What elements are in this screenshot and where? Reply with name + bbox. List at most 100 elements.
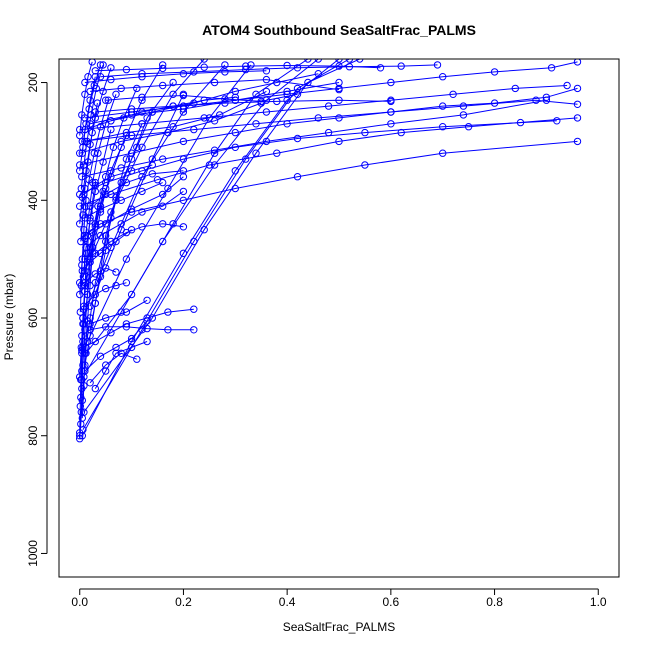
data-point xyxy=(96,202,105,210)
data-point xyxy=(76,131,84,140)
data-point xyxy=(117,143,125,152)
plot-frame xyxy=(58,58,620,578)
data-point xyxy=(76,308,85,316)
data-point xyxy=(122,323,131,331)
data-point xyxy=(283,87,291,96)
data-point xyxy=(76,279,84,287)
data-point xyxy=(117,349,125,357)
data-point xyxy=(112,268,120,276)
data-point xyxy=(91,384,100,393)
data-point xyxy=(99,158,107,166)
series-line-35 xyxy=(84,140,578,236)
data-point xyxy=(93,99,102,107)
data-point xyxy=(138,70,146,78)
data-point xyxy=(79,426,87,434)
data-point xyxy=(231,96,240,104)
data-point xyxy=(96,123,105,131)
data-point xyxy=(169,220,177,228)
data-point xyxy=(76,190,84,199)
data-point xyxy=(200,59,208,63)
data-point xyxy=(573,137,582,146)
data-point xyxy=(387,78,395,87)
y-tick-label: 800 xyxy=(26,425,40,445)
data-point xyxy=(314,114,322,122)
data-point xyxy=(159,61,167,69)
data-point xyxy=(179,167,188,175)
data-point xyxy=(283,61,291,70)
series-line-53 xyxy=(110,73,319,122)
data-point xyxy=(153,176,162,184)
data-point xyxy=(102,367,110,375)
data-point xyxy=(324,102,333,110)
data-point xyxy=(86,120,94,128)
data-point xyxy=(133,143,141,152)
data-point xyxy=(143,296,151,304)
data-point xyxy=(262,75,271,84)
series-line-45 xyxy=(90,79,340,92)
series-line-21 xyxy=(89,352,137,384)
data-point xyxy=(148,108,157,116)
data-point xyxy=(216,111,224,119)
data-point xyxy=(112,90,120,99)
data-point xyxy=(159,155,167,163)
data-point xyxy=(324,128,333,137)
series-line-42 xyxy=(84,61,578,119)
data-point xyxy=(262,108,271,116)
data-point xyxy=(81,267,89,275)
series-line-60 xyxy=(82,64,226,319)
data-point xyxy=(143,114,151,122)
data-point xyxy=(573,84,582,93)
data-point xyxy=(210,78,219,87)
data-point xyxy=(293,134,302,143)
data-point xyxy=(159,237,167,246)
data-point xyxy=(335,59,343,63)
data-point xyxy=(387,120,395,128)
data-point xyxy=(138,143,146,152)
series-line-58 xyxy=(85,59,309,354)
data-point xyxy=(273,149,281,157)
data-point xyxy=(76,149,84,157)
series-line-59 xyxy=(87,64,252,342)
data-point xyxy=(169,123,177,131)
data-point xyxy=(242,155,250,163)
data-point xyxy=(169,78,177,87)
data-point xyxy=(179,108,188,116)
data-point xyxy=(397,62,405,70)
data-point xyxy=(86,302,94,310)
data-point xyxy=(76,290,84,299)
data-point xyxy=(179,187,188,196)
data-point xyxy=(231,128,240,137)
data-point xyxy=(221,61,229,69)
data-point xyxy=(86,379,94,387)
data-point xyxy=(81,125,89,134)
data-point xyxy=(573,59,582,66)
data-point xyxy=(573,100,582,109)
data-point xyxy=(86,320,94,328)
data-point xyxy=(122,308,131,316)
data-point xyxy=(335,137,343,146)
data-point xyxy=(76,161,84,169)
data-point xyxy=(79,343,87,352)
data-point xyxy=(231,87,240,96)
data-point xyxy=(138,173,146,181)
data-point xyxy=(79,314,87,322)
data-point xyxy=(127,290,136,299)
y-tick-label: 1000 xyxy=(26,540,40,567)
data-point xyxy=(117,164,125,172)
series-line-20 xyxy=(94,341,148,389)
data-point xyxy=(90,81,99,90)
data-point xyxy=(122,255,131,263)
axes-layer: 0.0 0.2 0.4 0.6 0.8 1.0 200 400 600 800 1000 xyxy=(26,72,607,609)
x-axis-label: SeaSaltFrac_PALMS xyxy=(283,620,396,634)
series-line-47 xyxy=(100,64,438,78)
data-point xyxy=(179,223,188,231)
data-point xyxy=(81,279,89,287)
data-point xyxy=(91,187,100,196)
data-point xyxy=(159,220,167,228)
data-point xyxy=(81,137,89,146)
data-point xyxy=(205,114,214,122)
data-point xyxy=(335,62,343,70)
data-point xyxy=(107,190,115,199)
data-point xyxy=(532,96,540,104)
data-point xyxy=(387,97,395,106)
